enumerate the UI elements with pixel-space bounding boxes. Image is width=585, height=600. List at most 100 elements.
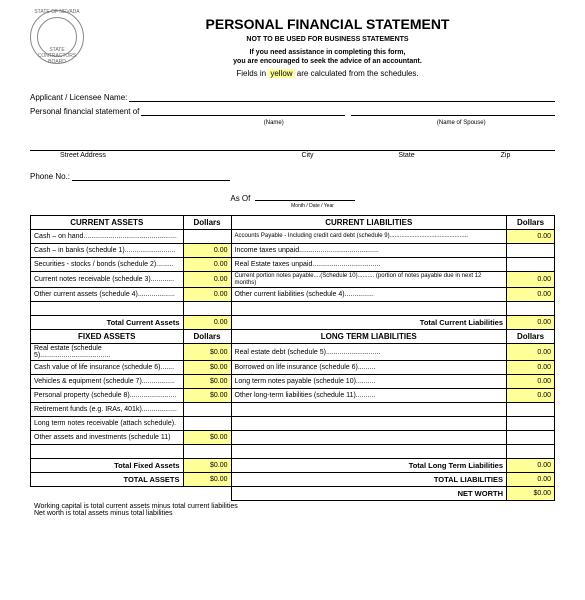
header-row: STATE OF NEVADA STATE CONTRACTORS BOARD …: [30, 10, 555, 78]
cl-amt-0: 0.00: [507, 230, 555, 244]
cl-label-1: Income taxes unpaid.....................…: [231, 244, 506, 258]
asof-sublabel: Month / Date / Year: [70, 203, 555, 209]
ca-label-1: Cash – in banks (schedule 1)............…: [31, 244, 184, 258]
ca-row-4: Other current assets (schedule 4).......…: [31, 288, 555, 302]
fa-amt-2: $0.00: [183, 375, 231, 389]
fa-label-5: Long term notes receivable (attach sched…: [31, 417, 184, 431]
fa-label-0: Real estate (schedule 5)................…: [31, 344, 184, 361]
ca-label-2: Securities - stocks / bonds (schedule 2)…: [31, 258, 184, 272]
zip-label: Zip: [456, 151, 555, 159]
ll-label-2: Long term notes payable (schedule 10)...…: [231, 375, 506, 389]
cl-label-4: Other current liabilities (schedule 4)..…: [231, 288, 506, 302]
ca-row-3: Current notes receivable (schedule 3)...…: [31, 272, 555, 288]
total-ca-label: Total Current Assets: [31, 316, 184, 330]
fa-amt-1: $0.00: [183, 361, 231, 375]
fa-label-4: Retirement funds (e.g. IRAs, 401k)......…: [31, 403, 184, 417]
total-fa-label: Total Fixed Assets: [31, 459, 184, 473]
fa-amt-5[interactable]: [183, 417, 231, 431]
spacer-row-1: [31, 302, 555, 316]
ll-amt-2: 0.00: [507, 375, 555, 389]
pfs-of-label: Personal financial statement of: [30, 107, 141, 116]
cl-amt-4: 0.00: [507, 288, 555, 302]
fields-note: Fields in yellow are calculated from the…: [100, 69, 555, 78]
ca-label-0: Cash – on hand..........................…: [31, 230, 184, 244]
ca-amt-3: 0.00: [183, 272, 231, 288]
pfs-name-underline[interactable]: [141, 106, 345, 116]
fa-label-6: Other assets and investments (schedule 1…: [31, 431, 184, 445]
cl-amt-2[interactable]: [507, 258, 555, 272]
ll-amt-3: 0.00: [507, 389, 555, 403]
total-liab-amt: 0.00: [507, 473, 555, 487]
state-label: State: [357, 151, 456, 159]
fa-row-1: Cash value of life insurance (schedule 6…: [31, 361, 555, 375]
fields-suffix: are calculated from the schedules.: [295, 69, 419, 78]
phone-label: Phone No.:: [30, 172, 72, 181]
seal-column: STATE OF NEVADA STATE CONTRACTORS BOARD: [30, 10, 100, 64]
asof-label: As Of: [230, 194, 252, 203]
header-text-block: PERSONAL FINANCIAL STATEMENT NOT TO BE U…: [100, 16, 555, 78]
fa-amt-4[interactable]: [183, 403, 231, 417]
pfs-of-line: Personal financial statement of: [30, 106, 555, 116]
th-fixed-assets: FIXED ASSETS: [31, 330, 184, 344]
th-longterm-liab: LONG TERM LIABILITIES: [231, 330, 506, 344]
total-ll-amt: 0.00: [507, 459, 555, 473]
total-liab-label: TOTAL LIABILITIES: [231, 473, 506, 487]
asof-row: As Of Month / Date / Year: [30, 191, 555, 209]
ll-label-3: Other long-term liabilities (schedule 11…: [231, 389, 506, 403]
th-current-assets: CURRENT ASSETS: [31, 216, 184, 230]
fa-row-5: Long term notes receivable (attach sched…: [31, 417, 555, 431]
name-sublabel: (Name): [180, 120, 368, 126]
state-seal-icon: STATE OF NEVADA STATE CONTRACTORS BOARD: [30, 10, 84, 64]
pfs-spouse-underline[interactable]: [351, 106, 555, 116]
ll-label-1: Borrowed on life insurance (schedule 6).…: [231, 361, 506, 375]
spouse-sublabel: (Name of Spouse): [368, 120, 556, 126]
fa-row-3: Personal property (schedule 8)..........…: [31, 389, 555, 403]
header-row-2: FIXED ASSETS Dollars LONG TERM LIABILITI…: [31, 330, 555, 344]
net-worth-label: NET WORTH: [231, 487, 506, 501]
fa-label-3: Personal property (schedule 8)..........…: [31, 389, 184, 403]
footer-notes: Working capital is total current assets …: [34, 503, 555, 517]
fields-yellow: yellow: [268, 69, 294, 78]
applicant-label: Applicant / Licensee Name:: [30, 93, 129, 102]
seal-top-text: STATE OF NEVADA: [31, 9, 83, 15]
footer-line-1: Working capital is total current assets …: [34, 503, 555, 510]
ca-amt-1: 0.00: [183, 244, 231, 258]
pfs-sublabels: (Name) (Name of Spouse): [30, 120, 555, 126]
applicant-line: Applicant / Licensee Name:: [30, 92, 555, 102]
ll-label-0: Real estate debt (schedule 5)...........…: [231, 344, 506, 361]
ca-amt-0[interactable]: [183, 230, 231, 244]
fa-row-0: Real estate (schedule 5)................…: [31, 344, 555, 361]
ca-row-1: Cash – in banks (schedule 1)............…: [31, 244, 555, 258]
ll-amt-0: 0.00: [507, 344, 555, 361]
cl-amt-1[interactable]: [507, 244, 555, 258]
applicant-underline[interactable]: [129, 92, 555, 102]
fa-row-6: Other assets and investments (schedule 1…: [31, 431, 555, 445]
asof-underline[interactable]: [255, 191, 355, 201]
total-cl-label: Total Current Liabilities: [231, 316, 506, 330]
total-current-row: Total Current Assets 0.00 Total Current …: [31, 316, 555, 330]
total-assets-row: TOTAL ASSETS $0.00 TOTAL LIABILITIES 0.0…: [31, 473, 555, 487]
phone-underline[interactable]: [72, 171, 230, 181]
document-page: STATE OF NEVADA STATE CONTRACTORS BOARD …: [0, 0, 585, 527]
cl-label-3: Current portion notes payable....(Schedu…: [231, 272, 506, 288]
th-dollars-2: Dollars: [507, 216, 555, 230]
fa-amt-0: $0.00: [183, 344, 231, 361]
phone-line: Phone No.:: [30, 171, 230, 181]
street-label: Street Address: [30, 151, 258, 159]
fa-amt-3: $0.00: [183, 389, 231, 403]
fa-label-2: Vehicles & equipment (schedule 7).......…: [31, 375, 184, 389]
spacer-row-2: [31, 445, 555, 459]
cl-label-0: Accounts Payable - Including credit card…: [231, 230, 506, 244]
seal-bottom-text: STATE CONTRACTORS BOARD: [31, 47, 83, 65]
cl-amt-3: 0.00: [507, 272, 555, 288]
ll-amt-1: 0.00: [507, 361, 555, 375]
ca-label-4: Other current assets (schedule 4).......…: [31, 288, 184, 302]
ca-row-0: Cash – on hand..........................…: [31, 230, 555, 244]
ca-amt-2: 0.00: [183, 258, 231, 272]
th-current-liab: CURRENT LIABILITIES: [231, 216, 506, 230]
total-fa-amt: $0.00: [183, 459, 231, 473]
address-row: Street Address City State Zip: [30, 150, 555, 159]
fields-prefix: Fields in: [236, 69, 268, 78]
ca-row-2: Securities - stocks / bonds (schedule 2)…: [31, 258, 555, 272]
th-dollars-3: Dollars: [183, 330, 231, 344]
